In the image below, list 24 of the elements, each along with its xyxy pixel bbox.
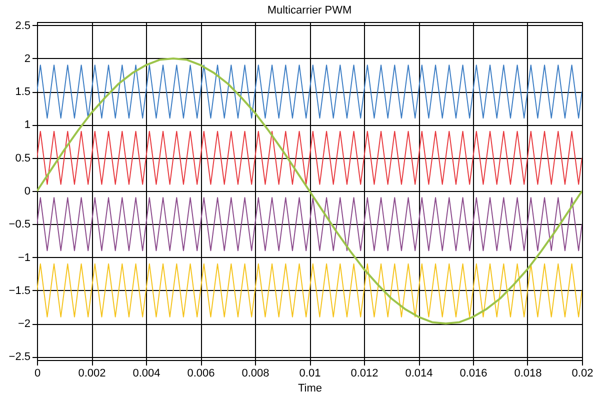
x-tick-label: 0.012 bbox=[350, 368, 378, 380]
x-tick-label: 0 bbox=[34, 368, 41, 380]
x-tick-label: 0.02 bbox=[572, 368, 594, 380]
y-tick-label: 1 bbox=[24, 119, 30, 132]
x-tick-label: 0.014 bbox=[405, 368, 433, 380]
y-tick-label: 1.5 bbox=[15, 86, 30, 98]
y-tick-label: −1 bbox=[18, 252, 30, 264]
y-tick-label: 0.5 bbox=[15, 152, 30, 164]
y-tick-label: −2.5 bbox=[8, 351, 30, 364]
x-tick-label: 0.002 bbox=[78, 368, 106, 380]
x-tick-label: 0.016 bbox=[460, 368, 488, 380]
y-tick-label: −0.5 bbox=[8, 218, 30, 231]
y-tick-label: 0 bbox=[24, 186, 30, 198]
chart-title: Multicarrier PWM bbox=[267, 4, 352, 16]
x-tick-label: 0.004 bbox=[132, 368, 160, 380]
x-tick-label: 0.018 bbox=[514, 368, 542, 380]
x-tick-label: 0.008 bbox=[242, 368, 270, 380]
x-tick-label: 0.01 bbox=[299, 368, 321, 380]
y-tick-label: 2 bbox=[24, 52, 30, 65]
y-tick-label: −2 bbox=[18, 318, 30, 330]
x-tick-label: 0.006 bbox=[187, 368, 215, 380]
x-axis-title: Time bbox=[298, 382, 322, 394]
y-tick-label: 2.5 bbox=[15, 20, 30, 32]
y-tick-label: −1.5 bbox=[8, 284, 30, 297]
